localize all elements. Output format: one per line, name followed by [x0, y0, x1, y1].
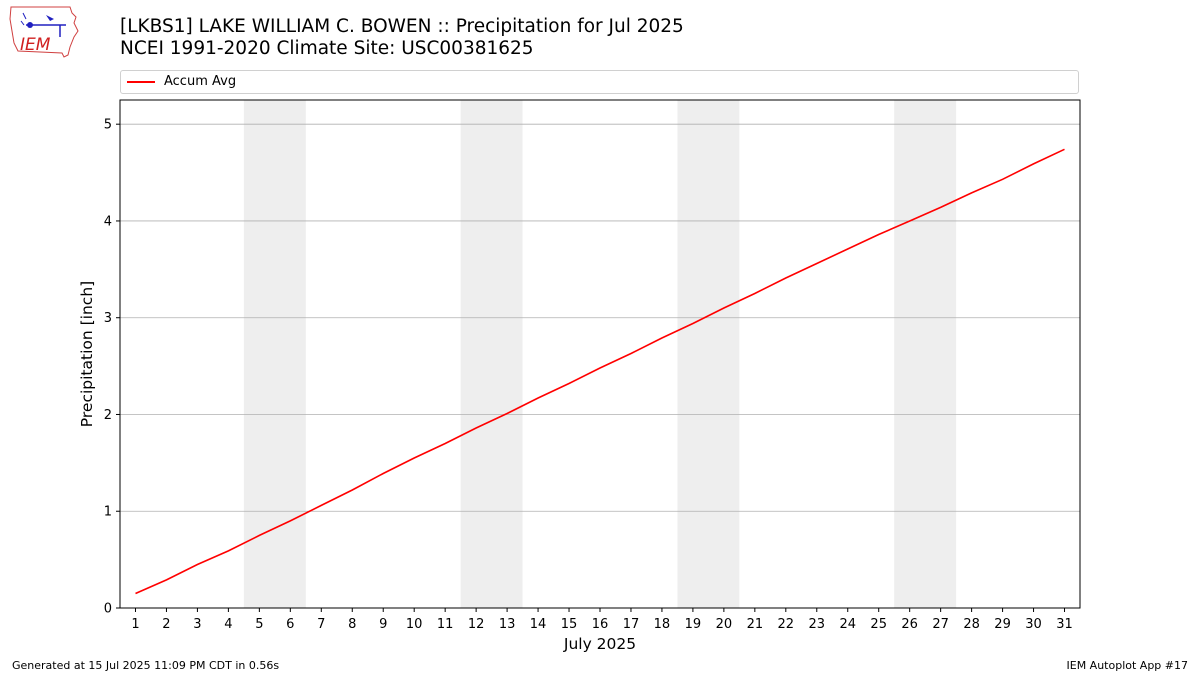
- x-tick-label: 24: [839, 617, 856, 632]
- x-tick-label: 7: [317, 617, 325, 632]
- legend-swatch-accum-avg: [127, 81, 155, 83]
- x-tick-label: 13: [499, 617, 516, 632]
- y-tick-label: 0: [104, 602, 112, 617]
- chart-title-block: [LKBS1] LAKE WILLIAM C. BOWEN :: Precipi…: [120, 16, 684, 60]
- x-tick-label: 18: [654, 617, 671, 632]
- chart-subtitle: NCEI 1991-2020 Climate Site: USC00381625: [120, 38, 534, 59]
- x-tick-label: 10: [406, 617, 423, 632]
- series-line-accum-avg: [135, 148, 1065, 595]
- svg-text:IEM: IEM: [20, 35, 51, 55]
- x-tick-label: 28: [963, 617, 980, 632]
- x-tick-label: 30: [1025, 617, 1042, 632]
- x-tick-label: 9: [379, 617, 387, 632]
- weekend-band: [677, 100, 740, 608]
- chart-title: [LKBS1] LAKE WILLIAM C. BOWEN :: Precipi…: [120, 16, 684, 37]
- x-tick-label: 4: [224, 617, 232, 632]
- x-tick-label: 20: [716, 617, 733, 632]
- x-tick-label: 11: [437, 617, 454, 632]
- x-tick-label: 27: [932, 617, 949, 632]
- x-tick-label: 21: [747, 617, 764, 632]
- x-tick-label: 8: [348, 617, 356, 632]
- x-tick-label: 29: [994, 617, 1011, 632]
- y-tick-label: 4: [104, 214, 112, 229]
- x-tick-label: 14: [530, 617, 547, 632]
- generated-timestamp: Generated at 15 Jul 2025 11:09 PM CDT in…: [12, 659, 280, 672]
- x-tick-label: 3: [193, 617, 201, 632]
- x-tick-label: 1: [131, 617, 139, 632]
- y-tick-label: 3: [104, 311, 112, 326]
- y-tick-label: 2: [104, 408, 112, 423]
- autoplot-app-label: IEM Autoplot App #17: [1066, 659, 1189, 672]
- x-tick-label: 19: [685, 617, 702, 632]
- x-tick-label: 6: [286, 617, 294, 632]
- x-tick-label: 15: [561, 617, 578, 632]
- weekend-band: [460, 100, 523, 608]
- x-tick-label: 5: [255, 617, 263, 632]
- iem-logo: IEM: [8, 5, 82, 59]
- x-tick-label: 16: [592, 617, 609, 632]
- x-tick-label: 17: [623, 617, 640, 632]
- x-tick-label: 2: [162, 617, 170, 632]
- weekend-band: [894, 100, 957, 608]
- legend: Accum Avg: [120, 70, 1079, 94]
- y-axis-label: Precipitation [inch]: [78, 281, 96, 427]
- x-tick-label: 12: [468, 617, 485, 632]
- x-tick-label: 31: [1056, 617, 1073, 632]
- y-tick-label: 5: [104, 118, 112, 133]
- x-tick-label: 22: [778, 617, 795, 632]
- x-axis-label: July 2025: [563, 635, 636, 653]
- weekend-band: [243, 100, 306, 608]
- x-tick-label: 25: [870, 617, 887, 632]
- x-tick-label: 23: [809, 617, 826, 632]
- legend-label-accum-avg: Accum Avg: [164, 74, 237, 89]
- y-tick-label: 1: [104, 505, 112, 520]
- x-tick-label: 26: [901, 617, 918, 632]
